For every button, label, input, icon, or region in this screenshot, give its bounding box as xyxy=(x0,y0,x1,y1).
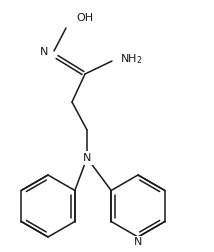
Text: N: N xyxy=(134,237,142,247)
Text: OH: OH xyxy=(76,13,93,23)
Text: N: N xyxy=(83,153,91,163)
Text: NH$_2$: NH$_2$ xyxy=(120,52,143,66)
Text: N: N xyxy=(40,47,48,57)
